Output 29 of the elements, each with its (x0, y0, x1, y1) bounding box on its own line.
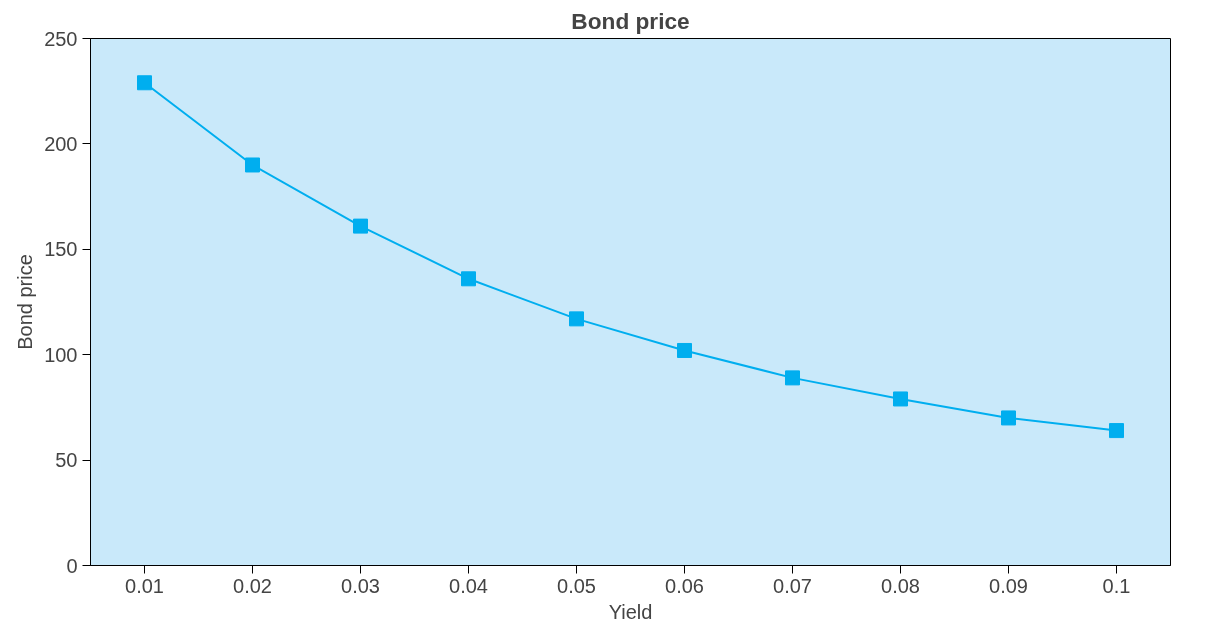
point (461, 271, 476, 287)
y-axis-title: Bond price (14, 254, 37, 350)
x-tick-label: 0.02 (233, 574, 272, 597)
x-tick-label: 0.04 (449, 574, 488, 597)
x-tick-label: 0.01 (125, 574, 164, 597)
point (569, 311, 584, 327)
point (353, 218, 368, 234)
y-tick-label: 150 (44, 238, 78, 261)
x-tick-label: 0.06 (665, 574, 704, 597)
point (1001, 410, 1016, 426)
y-tick-label: 200 (44, 132, 78, 155)
x-tick-label: 0.05 (557, 574, 596, 597)
point (785, 370, 800, 386)
x-axis-title: Yield (608, 600, 653, 623)
y-tick-label: 50 (55, 449, 78, 472)
x-tick-label: 0.1 (1102, 574, 1131, 597)
y-tick-label: 250 (44, 27, 78, 50)
point (245, 157, 260, 173)
y-tick-label: 0 (66, 554, 78, 577)
point (677, 342, 692, 358)
x-tick-label: 0.07 (773, 574, 812, 597)
x-tick-label: 0.09 (989, 574, 1028, 597)
point (137, 75, 152, 91)
point (893, 391, 908, 407)
x-tick-label: 0.03 (341, 574, 380, 597)
y-tick-label: 100 (44, 343, 78, 366)
x-tick-label: 0.08 (881, 574, 920, 597)
chart-title: Bond price (571, 7, 690, 34)
point (1109, 423, 1124, 439)
